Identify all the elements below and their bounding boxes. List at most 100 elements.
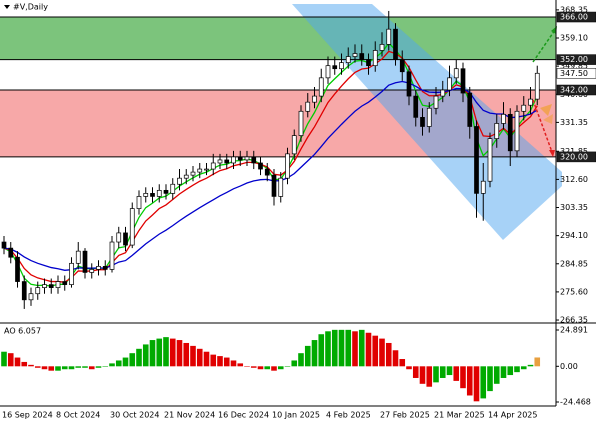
ao-bar	[345, 329, 352, 367]
ao-bar	[392, 350, 399, 367]
y-tick-label: 331.35	[560, 118, 588, 127]
candle-body	[359, 53, 365, 60]
y-tick-label: 349.85	[560, 62, 588, 71]
level-label: 320.00	[560, 152, 588, 161]
menu-icon	[4, 5, 10, 9]
zone	[0, 17, 556, 60]
level-box	[556, 68, 596, 79]
candle-body	[116, 232, 122, 243]
candle-body	[170, 183, 176, 194]
candle-body	[129, 208, 135, 246]
candle-body	[447, 77, 452, 91]
candle-body	[494, 123, 500, 140]
ao-bar	[372, 335, 379, 367]
candle-body	[379, 44, 385, 51]
candle-body	[109, 241, 115, 270]
ao-bar	[149, 340, 156, 367]
ao-bar	[82, 366, 88, 368]
candle-body	[150, 193, 155, 197]
candle-body	[460, 68, 466, 94]
candle-body	[312, 95, 317, 103]
ao-bar	[446, 366, 453, 376]
ao-bar	[7, 353, 14, 367]
chart-title: #V,Daily	[13, 3, 48, 12]
ao-panel: 24.891 0.00 -24.468	[1, 326, 591, 407]
x-tick-label: 14 Apr 2025	[488, 411, 537, 420]
candle-body	[339, 62, 344, 70]
candle-body	[332, 65, 338, 70]
ao-bar	[264, 366, 271, 370]
ao-bar	[480, 366, 487, 399]
ao-bar	[419, 366, 426, 384]
candle-body	[197, 168, 203, 173]
candle-body	[62, 281, 68, 285]
ao-bar	[68, 366, 75, 370]
candle-body	[21, 281, 27, 301]
candle-body	[298, 110, 304, 136]
down-arrow	[532, 99, 553, 153]
level-box	[556, 54, 596, 65]
candle-body	[244, 156, 250, 161]
candle-body	[285, 153, 290, 179]
candle-body	[55, 281, 61, 288]
y-tick-label: 312.60	[560, 175, 588, 184]
ao-bar	[237, 363, 244, 367]
ao-bar	[304, 345, 311, 367]
ao-bar	[14, 357, 21, 367]
ao-bar	[325, 331, 331, 367]
candle-body	[210, 162, 216, 170]
candle-body	[325, 65, 331, 79]
ao-bar	[244, 366, 250, 367]
candle-body	[15, 256, 20, 282]
y-tick-label: 303.35	[560, 203, 588, 212]
candle-body	[406, 71, 412, 97]
candle-body	[42, 284, 47, 288]
candle-body	[440, 89, 446, 97]
ao-bar	[338, 329, 345, 367]
candle-body	[251, 156, 257, 164]
candle-body	[420, 117, 425, 127]
candle-body	[501, 113, 506, 124]
ao-bar	[466, 366, 473, 396]
candle-body	[487, 138, 493, 182]
candle-body	[474, 126, 479, 194]
y-tick-label: 321.85	[560, 147, 588, 156]
x-tick-label: 16 Dec 2024	[218, 411, 269, 420]
ao-bar	[223, 357, 230, 367]
ao-bar	[109, 363, 115, 367]
candle-body	[399, 59, 405, 73]
candles	[1, 10, 540, 309]
ao-bar	[493, 366, 500, 384]
y-tick-label: 275.60	[560, 287, 588, 296]
ao-bar	[311, 340, 318, 367]
ao-bar	[163, 337, 169, 367]
candle-body	[433, 95, 439, 109]
candle-body	[136, 196, 142, 209]
candle-body	[534, 72, 540, 100]
ao-bar	[196, 348, 203, 367]
ao-bar	[500, 366, 507, 378]
ao-bar	[534, 357, 541, 367]
y-tick-label: 266.35	[560, 316, 588, 325]
ao-bar	[34, 366, 41, 368]
ao-bar	[217, 356, 223, 367]
candle-body	[177, 177, 182, 185]
candle-body	[278, 177, 284, 197]
ao-bar	[379, 338, 385, 367]
ao-bar	[277, 366, 284, 370]
level-label: 347.50	[560, 69, 588, 78]
y-axis: 266.35 275.60 284.85 294.10 303.35 312.60 321.…	[556, 5, 596, 325]
candle-body	[426, 107, 432, 127]
candle-body	[258, 162, 263, 170]
ao-bar	[28, 364, 34, 367]
ao-bar	[75, 366, 82, 368]
forecast-arrows	[532, 26, 557, 157]
candle-body	[143, 193, 149, 197]
ao-bar	[88, 366, 95, 370]
candle-body	[507, 113, 513, 152]
marker	[543, 114, 553, 124]
ao-bar	[129, 353, 136, 367]
up-arrow	[532, 29, 556, 63]
x-axis: 16 Sep 2024 8 Oct 2024 30 Oct 2024 21 Nov 2…	[2, 411, 537, 420]
